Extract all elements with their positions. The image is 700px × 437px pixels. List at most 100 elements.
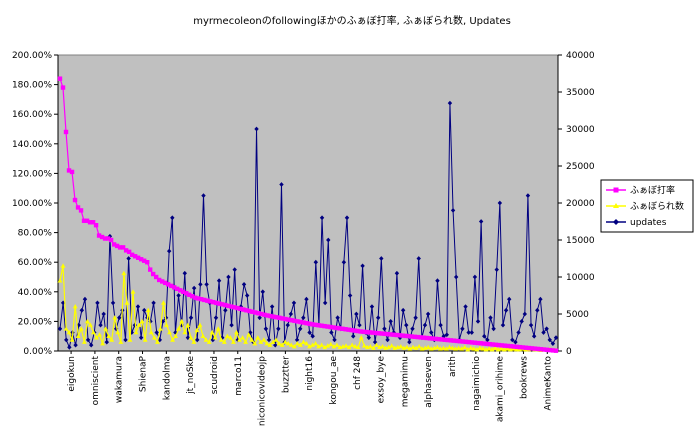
- series-point: [163, 280, 168, 286]
- series-point: [185, 335, 191, 341]
- series-point: [382, 326, 387, 332]
- series-point: [474, 346, 480, 352]
- series-point: [422, 322, 428, 328]
- series-point: [547, 337, 552, 343]
- series-point: [240, 335, 245, 340]
- series-point: [529, 346, 535, 351]
- x-tick-label: alphaseven: [424, 356, 434, 408]
- series-point: [260, 289, 265, 295]
- series-point: [425, 311, 431, 317]
- series-point: [250, 309, 255, 314]
- series-point: [531, 333, 537, 339]
- series-point: [95, 300, 100, 306]
- x-tick-label: scudroid: [210, 356, 220, 394]
- series-point: [541, 347, 547, 352]
- series-point: [322, 344, 328, 350]
- series-point: [193, 295, 198, 300]
- series-point: [93, 223, 99, 228]
- series-point: [535, 307, 540, 313]
- series-point: [209, 329, 215, 335]
- series-point: [130, 289, 136, 294]
- series-point: [360, 263, 365, 269]
- series-point: [246, 332, 252, 337]
- series-point: [516, 330, 521, 335]
- series-point: [215, 326, 221, 331]
- x-tick-label: kandolma: [162, 356, 172, 400]
- series-point: [490, 342, 496, 347]
- series-point: [358, 329, 363, 334]
- series-point: [123, 248, 129, 253]
- series-point: [252, 341, 258, 346]
- series-point: [255, 335, 261, 340]
- series-point: [379, 256, 384, 261]
- series-point: [85, 337, 91, 343]
- series-point: [513, 339, 518, 345]
- series-point: [488, 315, 493, 321]
- series-point: [507, 296, 512, 302]
- series-point: [355, 344, 361, 350]
- series-point: [503, 307, 509, 313]
- series-point: [366, 335, 372, 341]
- series-point: [184, 291, 189, 296]
- series-point: [341, 259, 347, 265]
- series-point: [358, 335, 364, 340]
- series-point: [319, 323, 324, 328]
- y-left-tick-label: 100.00%: [12, 199, 52, 209]
- series-point: [166, 282, 171, 287]
- series-point: [244, 308, 249, 313]
- series-point: [285, 341, 291, 346]
- y-right-tick-label: 20000: [566, 199, 595, 209]
- series-point: [322, 300, 328, 306]
- series-point: [268, 313, 273, 319]
- series-point: [190, 294, 195, 299]
- series-point: [328, 341, 334, 347]
- series-point: [200, 333, 206, 338]
- series-point: [133, 329, 139, 335]
- series-point: [94, 335, 99, 340]
- series-point: [121, 270, 127, 276]
- series-point: [352, 343, 358, 349]
- legend-label: updates: [630, 218, 667, 228]
- series-point: [466, 330, 471, 335]
- series-point: [166, 248, 172, 254]
- series-point: [298, 326, 303, 332]
- series-point: [508, 344, 514, 349]
- series-point: [283, 316, 288, 322]
- series-point: [371, 345, 376, 350]
- series-point: [288, 342, 294, 347]
- series-point: [223, 302, 228, 308]
- series-point: [307, 321, 312, 326]
- series-point: [407, 339, 412, 345]
- series-point: [361, 343, 367, 348]
- series-point: [553, 335, 559, 341]
- series-point: [441, 345, 446, 350]
- series-point: [409, 334, 414, 339]
- series-point: [469, 330, 474, 335]
- series-point: [203, 337, 209, 342]
- series-point: [486, 346, 492, 351]
- series-point: [144, 260, 150, 265]
- series-point: [67, 344, 72, 350]
- series-point: [313, 341, 319, 346]
- legend-swatch-marker: [613, 219, 619, 225]
- series-point: [453, 274, 459, 280]
- series-point: [294, 337, 300, 343]
- series-point: [416, 256, 421, 261]
- x-tick-label: exsoy_bye: [377, 356, 387, 404]
- series-point: [463, 339, 469, 345]
- series-point: [188, 315, 194, 321]
- series-layer: [57, 76, 559, 353]
- series-point: [347, 293, 353, 298]
- series-point: [169, 283, 174, 289]
- series-point: [221, 339, 227, 344]
- series-point: [394, 270, 400, 276]
- series-point: [229, 322, 234, 328]
- series-point: [406, 334, 411, 339]
- series-point: [343, 343, 349, 348]
- series-point: [204, 282, 209, 287]
- series-point: [391, 332, 396, 337]
- x-tick-label: nagaimichio: [472, 356, 482, 411]
- series-point: [120, 245, 126, 250]
- series-point: [454, 338, 459, 344]
- series-point: [427, 336, 432, 341]
